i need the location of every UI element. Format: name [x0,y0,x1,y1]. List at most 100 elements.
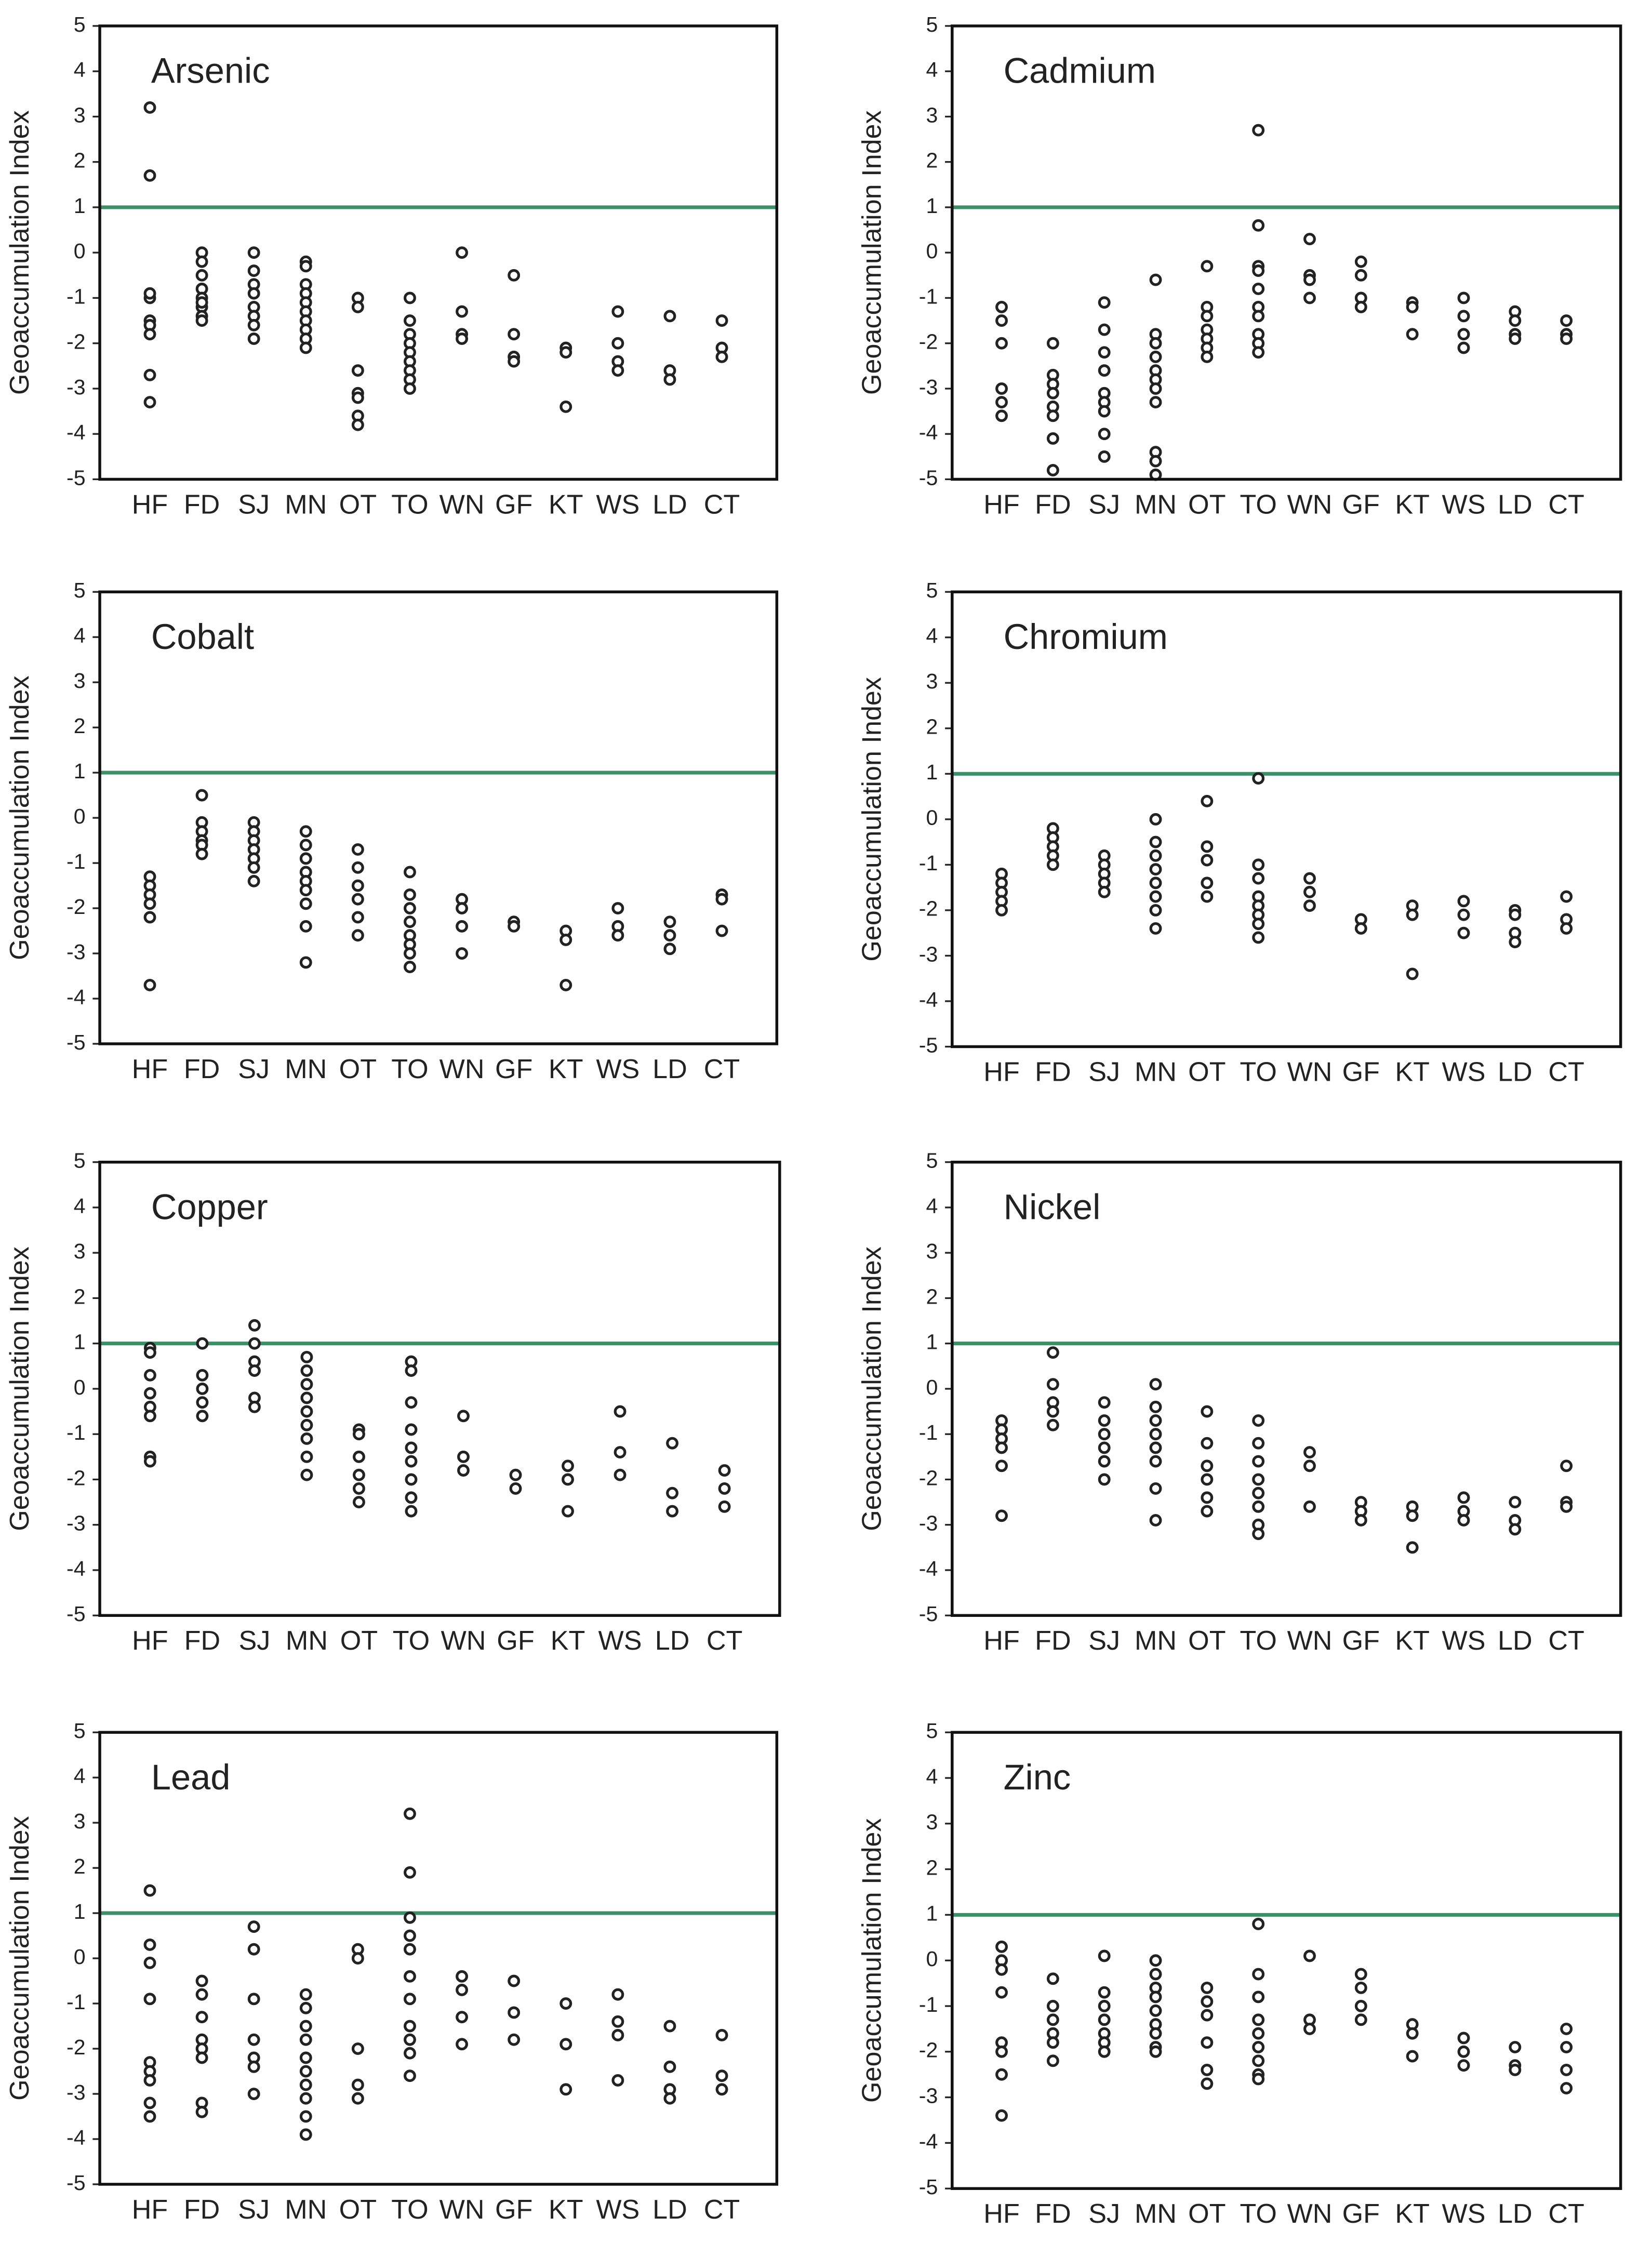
data-point [1149,1378,1162,1391]
data-point [1406,328,1419,341]
x-tick-label: MN [1135,1626,1177,1656]
x-tick-label: TO [391,489,428,520]
y-tick-label: 1 [926,194,938,218]
data-point [353,1428,365,1441]
data-point [562,1505,574,1518]
data-point [1098,1441,1111,1454]
data-point [456,920,468,933]
y-tick-label: -4 [919,1557,938,1581]
x-tick-label: LD [1498,1626,1533,1656]
data-point [143,1387,156,1400]
data-point [1354,255,1367,268]
data-point [666,1487,678,1499]
data-point [1252,124,1265,137]
y-tick-label: 1 [74,759,86,783]
data-point [1252,1487,1265,1499]
data-point [404,1866,416,1879]
data-point [509,1482,522,1495]
data-point [1046,387,1059,400]
data-point [404,2047,416,2060]
data-point [300,1432,313,1445]
data-point [351,391,364,404]
data-point [1149,1400,1162,1413]
x-tick-label: LD [1498,1057,1533,1087]
x-tick-label: CT [707,1626,742,1656]
data-point [1406,908,1419,921]
x-tick-label: LD [1498,2199,1533,2229]
data-point [715,893,728,906]
data-point [1149,350,1162,363]
data-point [1354,1514,1367,1527]
x-tick-label: OT [1188,1626,1225,1656]
data-point [143,1956,156,1969]
data-point [1303,1459,1316,1472]
y-tick-label: 1 [926,760,938,784]
y-tick-label: -1 [66,1421,86,1444]
data-point [404,947,416,960]
x-tick-label: OT [1188,2199,1225,2229]
y-tick-label: -1 [919,284,938,308]
data-point [195,789,208,802]
y-tick-label: 5 [926,12,938,36]
x-tick-label: KT [1395,2199,1430,2229]
data-point [1252,346,1265,359]
y-tick-label: -5 [66,466,86,489]
data-point [195,1974,208,1987]
y-axis-label: Geoaccumulation Index [5,675,35,960]
data-point [351,879,364,892]
data-point [196,1396,209,1409]
x-tick-label: CT [1548,1626,1584,1656]
data-point [611,929,624,942]
data-point [715,2083,728,2096]
data-point [614,1468,627,1481]
data-point [1201,1995,1214,2008]
y-tick-label: 4 [74,1764,86,1788]
data-point [995,904,1008,917]
y-tick-label: 0 [74,804,86,828]
data-point [611,902,624,914]
y-tick-label: 2 [926,715,938,739]
data-point [663,943,676,955]
data-point [718,1464,731,1477]
data-point [299,2020,312,2033]
x-tick-label: LD [652,2195,687,2225]
y-tick-label: -5 [66,1602,86,1626]
data-point [611,1988,624,2001]
plot-frame [98,1160,781,1617]
data-point [300,1364,313,1377]
data-point [1560,2022,1573,2035]
data-point [1457,926,1470,939]
data-point [1560,2082,1573,2094]
data-point [995,2109,1008,2122]
data-point [1149,1514,1162,1527]
x-tick-label: FD [1035,489,1071,520]
data-point [353,1496,365,1509]
data-point [195,1988,208,2001]
y-tick-label: 4 [74,58,86,82]
data-point [1406,1541,1419,1554]
x-tick-label: CT [704,2195,740,2225]
data-point [1201,1405,1214,1418]
y-tick-label: 1 [926,1901,938,1925]
data-point [1406,1509,1419,1522]
y-tick-label: -4 [919,988,938,1012]
data-point [405,1505,418,1518]
data-point [995,382,1008,395]
data-point [247,264,260,277]
data-point [1252,1990,1265,2003]
data-point [143,396,156,409]
data-point [1149,1954,1162,1967]
y-tick-label: 4 [74,1194,86,1218]
data-point [1201,1981,1214,1994]
panel-title: Cadmium [1004,51,1156,91]
data-point [196,1383,209,1395]
data-point [457,1410,470,1423]
data-point [508,920,521,933]
data-point [611,364,624,377]
data-point [1201,890,1214,903]
data-point [1457,2032,1470,2045]
y-tick-label: -2 [66,1466,86,1490]
data-point [995,2045,1008,2058]
x-tick-label: HF [132,1054,168,1084]
data-point [456,333,468,345]
